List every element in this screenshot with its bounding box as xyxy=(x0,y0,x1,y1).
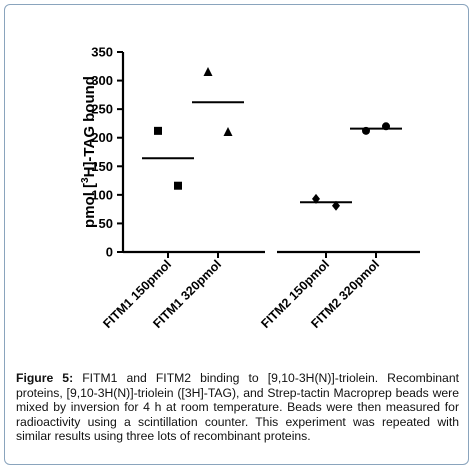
data-point-triangle xyxy=(203,67,213,76)
x-axis-break xyxy=(265,246,277,258)
figure-frame xyxy=(4,4,469,465)
data-points xyxy=(154,67,390,211)
y-ticks: 0 50 100 150 200 250 300 350 xyxy=(91,45,123,260)
chart-area: 0 50 100 150 200 250 300 350 FITM1 150pmol FITM1… xyxy=(80,45,420,331)
caption-text: FITM1 and FITM2 binding to [9,10-3H(N)]-… xyxy=(16,371,459,444)
y-tick-label: 150 xyxy=(91,159,113,174)
y-tick-label: 250 xyxy=(91,102,113,117)
mean-lines xyxy=(142,101,402,204)
y-tick-label: 300 xyxy=(91,73,113,88)
caption-label: Figure 5: xyxy=(16,371,74,385)
y-tick-label: 200 xyxy=(91,130,113,145)
y-axis-label: pmol [3H]-TAG bound xyxy=(80,76,98,228)
y-tick-label: 0 xyxy=(106,245,113,260)
y-tick-label: 100 xyxy=(91,187,113,202)
data-point-square xyxy=(174,181,182,190)
data-point-square xyxy=(154,126,162,135)
y-tick-label: 50 xyxy=(99,216,113,231)
y-tick-label: 350 xyxy=(91,45,113,60)
figure-caption: Figure 5: FITM1 and FITM2 binding to [9,… xyxy=(16,371,459,444)
data-point-triangle xyxy=(223,127,233,136)
axes xyxy=(121,52,420,258)
scatter-dot-plot: 0 50 100 150 200 250 300 350 FITM1 150pmolFITM1… xyxy=(80,45,420,331)
